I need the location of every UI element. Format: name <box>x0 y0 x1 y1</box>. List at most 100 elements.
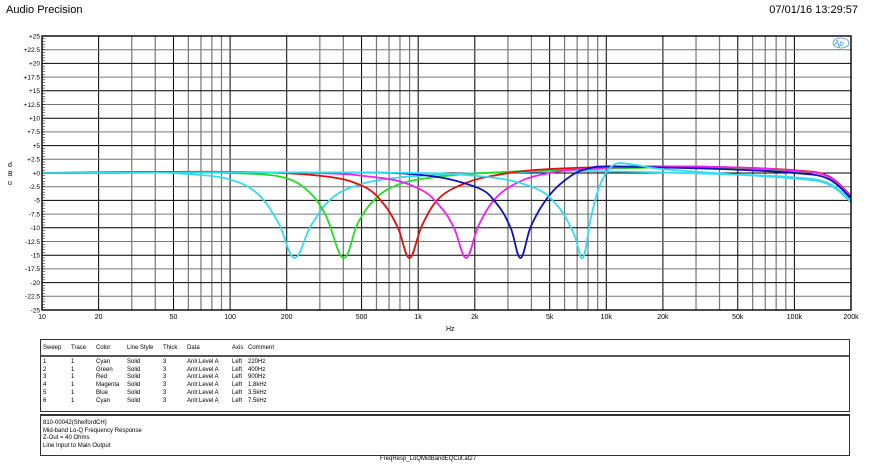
svg-text:2k: 2k <box>471 314 479 321</box>
legend-table: Sweep Trace Color Line Style Thick Data Axis Co… <box>40 339 850 412</box>
chart-curves <box>41 162 852 260</box>
svg-text:+7.5: +7.5 <box>27 129 40 136</box>
svg-text:5k: 5k <box>546 314 554 321</box>
legend-column-header: Color <box>96 345 111 351</box>
svg-text:-10: -10 <box>31 225 41 232</box>
legend-column-header: Sweep <box>43 345 62 351</box>
svg-text:+12.5: +12.5 <box>24 102 41 109</box>
svg-text:+17.5: +17.5 <box>24 74 41 81</box>
legend-cell: Left <box>232 389 243 396</box>
legend-cell: Magenta <box>96 382 120 389</box>
svg-text:+0: +0 <box>33 170 41 177</box>
legend-cell: Cyan <box>96 359 111 365</box>
legend-cell: Left <box>232 382 243 389</box>
svg-text:20: 20 <box>95 314 103 321</box>
legend-cell: 220Hz <box>248 359 266 365</box>
legend-cell: 3 <box>163 374 167 381</box>
svg-text:-17.5: -17.5 <box>25 266 40 273</box>
legend-cell: 1 <box>71 382 75 389</box>
ap-logo-icon: Ap <box>832 37 850 49</box>
curve-400hz <box>41 166 852 259</box>
legend-cell: 3 <box>163 389 167 396</box>
legend-cell: Red <box>96 374 108 381</box>
svg-text:200: 200 <box>281 314 293 321</box>
legend-cell: 3 <box>43 374 47 381</box>
legend-cell: 400Hz <box>248 366 266 373</box>
axis-ticks: +25 +22.5 +20 +17.5 +15 +12.5 +10 +7.5 +5 +2.5 +0 -… <box>24 33 860 321</box>
curve-7-5khz <box>41 162 852 260</box>
legend-cell: Left <box>232 374 243 381</box>
legend-cell: Anlr.Level A <box>187 382 219 389</box>
legend-column-header: Trace <box>71 345 87 351</box>
y-axis-label: d B u <box>8 162 13 187</box>
svg-text:-12.5: -12.5 <box>25 239 40 246</box>
svg-text:-25: -25 <box>31 307 41 314</box>
legend-cell: 6 <box>43 397 47 404</box>
svg-text:+5: +5 <box>33 143 41 150</box>
svg-text:+10: +10 <box>29 116 40 123</box>
legend-cell: Solid <box>127 397 141 404</box>
svg-text:+25: +25 <box>29 33 40 40</box>
legend-column-header: Data <box>187 345 200 351</box>
timestamp: 07/01/16 13:29:57 <box>769 4 858 16</box>
svg-text:-15: -15 <box>31 253 41 260</box>
legend-cell: Solid <box>127 359 141 365</box>
legend-cell: Solid <box>127 389 141 396</box>
svg-text:10k: 10k <box>601 314 613 321</box>
legend-cell: Solid <box>127 382 141 389</box>
svg-text:-2.5: -2.5 <box>29 184 41 191</box>
legend-cell: Left <box>232 366 243 373</box>
svg-text:-5: -5 <box>34 198 40 205</box>
svg-text:+15: +15 <box>29 88 40 95</box>
svg-text:500: 500 <box>356 314 368 321</box>
note-line: Mid-band Lo-Q Frequency Response <box>43 427 142 434</box>
notes-box: 810-00042(ShelfordCH) Mid-band Lo-Q Freq… <box>40 414 850 456</box>
legend-column-header: Comment <box>248 345 275 351</box>
note-line: Line Input to Main Output <box>43 442 111 449</box>
legend-cell: 1 <box>71 397 75 404</box>
legend-cell: Left <box>232 359 243 365</box>
svg-text:10: 10 <box>38 314 46 321</box>
note-line: Z-Out = 40 Ohms <box>43 435 90 442</box>
legend-cell: 3 <box>163 366 167 373</box>
svg-text:-7.5: -7.5 <box>29 211 41 218</box>
svg-text:1k: 1k <box>414 314 422 321</box>
legend-column-header: Thick <box>163 345 178 351</box>
svg-text:50: 50 <box>170 314 178 321</box>
frequency-response-chart: +25 +22.5 +20 +17.5 +15 +12.5 +10 +7.5 +5 +2.5 +0 -… <box>8 33 860 333</box>
legend-cell: 900Hz <box>248 374 266 381</box>
svg-text:200k: 200k <box>843 314 859 321</box>
legend-cell: Solid <box>127 366 141 373</box>
legend-cell: 1.8kHz <box>248 382 267 389</box>
legend-header-row: Sweep Trace Color Line Style Thick Data Axis Co… <box>41 340 849 357</box>
legend-cell: Anlr.Level A <box>187 397 219 404</box>
legend-cell: Blue <box>96 389 109 396</box>
legend-cell: 1 <box>71 389 75 396</box>
legend-cell: 1 <box>71 374 75 381</box>
svg-text:20k: 20k <box>657 314 669 321</box>
legend-cell: 3 <box>163 359 167 365</box>
curve-1-8khz <box>41 165 852 259</box>
svg-text:-20: -20 <box>31 280 41 287</box>
footer-filename: FreqResp_LoQMidBandEQCut.at27 <box>380 456 477 462</box>
legend-cell: 3 <box>163 382 167 389</box>
curve-3-5khz <box>41 165 852 259</box>
svg-text:+22.5: +22.5 <box>24 47 41 54</box>
legend-cell: Anlr.Level A <box>187 359 219 365</box>
legend-cell: 1 <box>71 366 75 373</box>
svg-text:B: B <box>8 171 13 178</box>
legend-cell: Anlr.Level A <box>187 389 219 396</box>
legend-cell: Green <box>96 366 113 373</box>
legend-cell: Solid <box>127 374 141 381</box>
svg-text:d: d <box>8 162 12 169</box>
svg-text:Ap: Ap <box>833 39 844 48</box>
legend-cell: Anlr.Level A <box>187 374 219 381</box>
legend-cell: 1 <box>43 359 47 365</box>
legend-cell: Left <box>232 397 243 404</box>
legend-cell: 2 <box>43 366 47 373</box>
legend-cell: 7.5kHz <box>248 397 267 404</box>
svg-text:+2.5: +2.5 <box>27 157 40 164</box>
svg-text:+20: +20 <box>29 61 40 68</box>
svg-text:u: u <box>8 180 12 187</box>
note-line: 810-00042(ShelfordCH) <box>43 420 107 426</box>
